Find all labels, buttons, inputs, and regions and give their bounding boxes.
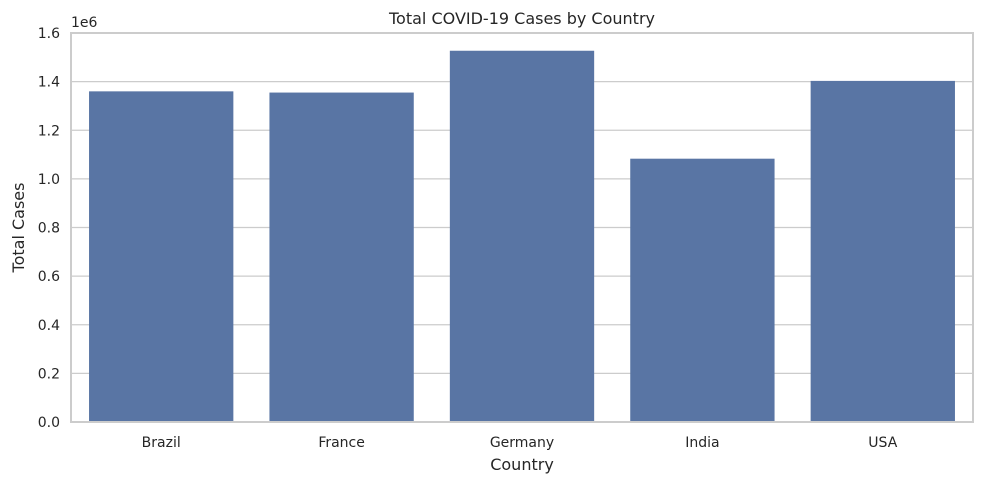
x-tick-label: India [685, 435, 719, 451]
x-axis-label: Country [490, 455, 554, 474]
y-tick-label: 0.0 [38, 415, 60, 431]
y-tick-label: 0.8 [38, 221, 60, 237]
x-tick-label: France [318, 435, 365, 451]
y-tick-label: 1.0 [38, 172, 60, 188]
bars [89, 50, 955, 423]
plot-frame [70, 32, 974, 423]
bar-france [269, 92, 414, 423]
x-tick-label: USA [868, 435, 897, 451]
y-axis-scale-offset: 1e6 [71, 15, 98, 31]
y-tick-label: 1.6 [38, 26, 60, 42]
y-tick-label: 1.4 [38, 75, 60, 91]
x-tick-label: Brazil [142, 435, 181, 451]
y-tick-label: 0.2 [38, 366, 60, 382]
bar-usa [810, 80, 955, 422]
y-tick-label: 0.6 [38, 269, 60, 285]
bar-india [630, 158, 775, 422]
y-axis-label: Total Cases [9, 183, 28, 274]
y-tick-label: 1.2 [38, 123, 60, 139]
bar-germany [449, 50, 595, 423]
chart-title: Total COVID-19 Cases by Country [388, 9, 655, 28]
x-tick-label: Germany [490, 435, 554, 451]
y-tick-label: 0.4 [38, 318, 60, 334]
x-tick-labels: Brazil France Germany India USA [142, 435, 898, 451]
bar-brazil [89, 91, 234, 422]
y-tick-labels: 0.0 0.2 0.4 0.6 0.8 1.0 1.2 1.4 1.6 [38, 26, 60, 431]
